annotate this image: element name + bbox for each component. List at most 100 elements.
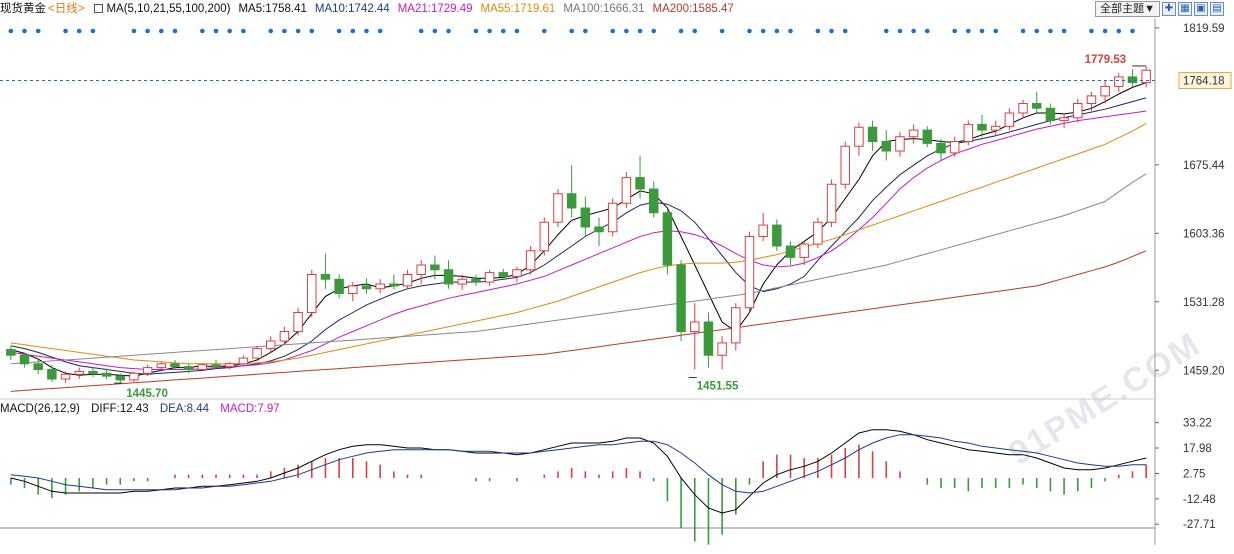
candle-body — [265, 340, 276, 350]
theme-select-button[interactable]: 全部主题▼ — [1095, 1, 1160, 17]
event-dot — [897, 28, 903, 34]
candle-body — [320, 274, 331, 280]
candle-body — [471, 278, 481, 283]
price-tick-label: 1675.44 — [1183, 160, 1225, 172]
ma-line-ma10 — [10, 97, 1147, 375]
event-dot — [747, 28, 752, 34]
candle-body — [484, 272, 495, 283]
candle-body — [101, 372, 112, 377]
event-dot — [282, 28, 287, 34]
candle-body — [785, 245, 796, 258]
event-dot — [227, 28, 232, 34]
candle-body — [881, 141, 892, 152]
event-dot — [624, 28, 629, 34]
event-dot — [911, 28, 916, 34]
event-dot — [1034, 28, 1040, 34]
event-dot — [514, 28, 520, 34]
macd-macd-value: MACD:7.97 — [220, 403, 280, 415]
candle-body — [498, 272, 509, 277]
event-dot — [432, 28, 438, 34]
event-dot — [1102, 28, 1108, 34]
candle-body — [566, 193, 577, 209]
event-dot — [377, 28, 383, 34]
macd-tick-label: -12.48 — [1183, 494, 1216, 506]
event-dot — [1020, 28, 1026, 34]
event-dot — [842, 28, 848, 34]
ma-checkbox-icon[interactable] — [94, 4, 104, 13]
event-dot — [692, 28, 698, 34]
macd-diff-line — [10, 429, 1147, 514]
candle-body — [238, 357, 249, 365]
candle-body — [580, 207, 591, 228]
event-dot — [925, 28, 930, 34]
candle-body — [1100, 85, 1110, 97]
candle-body — [1073, 103, 1083, 119]
event-dot — [1089, 28, 1094, 34]
ma200-value: MA200:1585.47 — [652, 3, 734, 15]
ma55-value: MA55:1719.61 — [480, 3, 556, 15]
candle-body — [1018, 103, 1028, 114]
ma5-value: MA5:1758.41 — [238, 3, 307, 15]
ma10-value: MA10:1742.44 — [314, 3, 390, 15]
candle-body — [895, 136, 905, 152]
candle-body — [293, 312, 303, 332]
crosshair-icon[interactable]: ✚ — [1162, 2, 1176, 16]
zoom-out-icon[interactable]: ▣ — [1194, 2, 1208, 16]
candle-body — [772, 224, 782, 247]
event-dot — [500, 28, 506, 34]
candle-body — [47, 369, 57, 380]
candle-body — [1114, 76, 1124, 87]
candle-body — [758, 224, 768, 238]
price-tick-label: 1531.28 — [1183, 297, 1225, 309]
candle-body — [115, 375, 126, 381]
candle-body — [799, 243, 809, 258]
instrument-name[interactable]: 现货黄金 — [0, 3, 46, 15]
candle-body — [676, 264, 686, 332]
ma-group-label: MA(5,10,21,55,100,200) — [106, 3, 231, 15]
period-label[interactable]: <日线> — [48, 3, 85, 15]
candle-body — [662, 212, 673, 266]
event-dot — [418, 28, 424, 34]
event-dot — [200, 28, 205, 34]
candle-body — [6, 349, 16, 356]
candle-body — [430, 264, 440, 271]
event-dot — [883, 28, 889, 34]
candle-body — [936, 142, 946, 154]
candle-body — [744, 236, 755, 309]
high-annotation: 1779.53 — [1085, 54, 1127, 66]
zoom-in-icon[interactable]: ▦ — [1178, 2, 1192, 16]
layout-icon[interactable]: ▤ — [1210, 2, 1224, 16]
candle-body — [717, 342, 727, 356]
candle-body — [60, 373, 71, 380]
price-tick-label: 1603.36 — [1183, 228, 1225, 240]
candle-body — [1127, 76, 1138, 84]
event-dot — [336, 28, 342, 34]
macd-tick-label: 33.22 — [1183, 418, 1212, 430]
event-dot — [829, 28, 834, 34]
candle-body — [621, 177, 632, 204]
candle-body — [211, 364, 221, 368]
macd-diff-value: DIFF:12.43 — [91, 403, 149, 415]
event-dot — [1116, 28, 1122, 34]
candle-body — [252, 348, 262, 359]
event-dot — [22, 28, 27, 34]
event-dot — [952, 28, 957, 34]
candle-body — [19, 354, 30, 365]
ma100-value: MA100:1666.31 — [563, 3, 645, 15]
macd-header: MACD(26,12,9) DIFF:12.43 DEA:8.44 MACD:7… — [0, 401, 288, 417]
event-dot — [788, 28, 793, 34]
candle-body — [990, 125, 1001, 131]
candle-body — [416, 264, 426, 275]
current-price-label: 1764.18 — [1183, 76, 1225, 88]
candle-body — [963, 123, 974, 143]
event-dot — [569, 28, 574, 34]
ma-line-ma5 — [10, 82, 1147, 377]
candle-body — [389, 283, 399, 287]
event-dot — [241, 28, 246, 34]
event-dot — [719, 28, 725, 34]
event-dot — [993, 28, 998, 34]
event-dot — [815, 28, 821, 34]
chart-header: 现货黄金 <日线> MA(5,10,21,55,100,200) MA5:175… — [0, 0, 742, 18]
candle-body — [635, 177, 645, 190]
